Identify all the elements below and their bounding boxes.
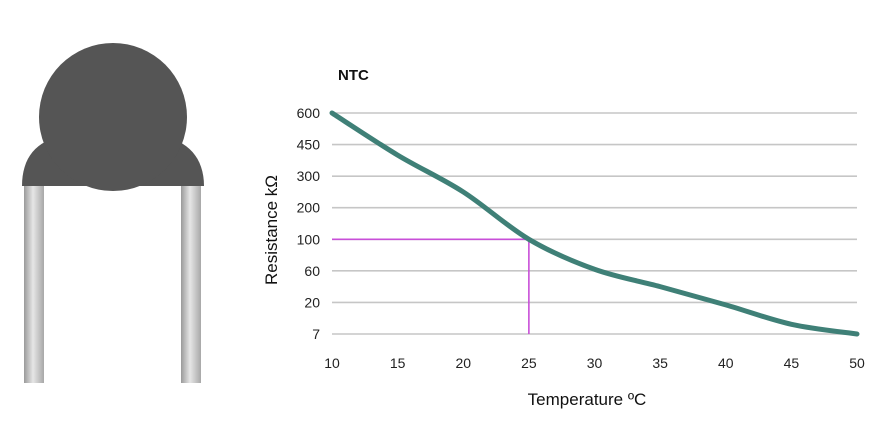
y-tick-label: 7 [312,326,320,342]
x-tick-label: 45 [784,355,800,371]
x-tick-label: 50 [849,355,865,371]
x-tick-label: 10 [324,355,340,371]
y-tick-label: 60 [304,263,320,279]
thermistor-body [39,43,187,191]
y-tick-label: 450 [297,137,321,153]
series-line [329,110,860,337]
y-tick-label: 20 [304,294,320,310]
x-axis-label: Temperature ºC [528,390,647,409]
thermistor-icon [22,43,204,383]
chart-gridlines [332,112,857,335]
lead-right [181,180,201,383]
chart-series [329,110,860,337]
lead-left [24,180,44,383]
y-axis-ticks: 600 450 300 200 100 60 20 7 [297,105,321,342]
x-axis-ticks: 10 15 20 25 30 35 40 45 50 [324,355,865,371]
x-tick-label: 25 [521,355,537,371]
y-axis-label: Resistance kΩ [262,175,281,285]
x-tick-label: 20 [455,355,471,371]
x-tick-label: 15 [390,355,406,371]
x-tick-label: 35 [652,355,668,371]
y-tick-label: 600 [297,105,321,121]
y-tick-label: 200 [297,200,321,216]
chart-title: NTC [338,67,369,84]
y-tick-label: 100 [297,231,321,247]
x-tick-label: 40 [718,355,734,371]
x-tick-label: 30 [587,355,603,371]
reference-lines [332,238,530,334]
y-tick-label: 300 [297,168,321,184]
